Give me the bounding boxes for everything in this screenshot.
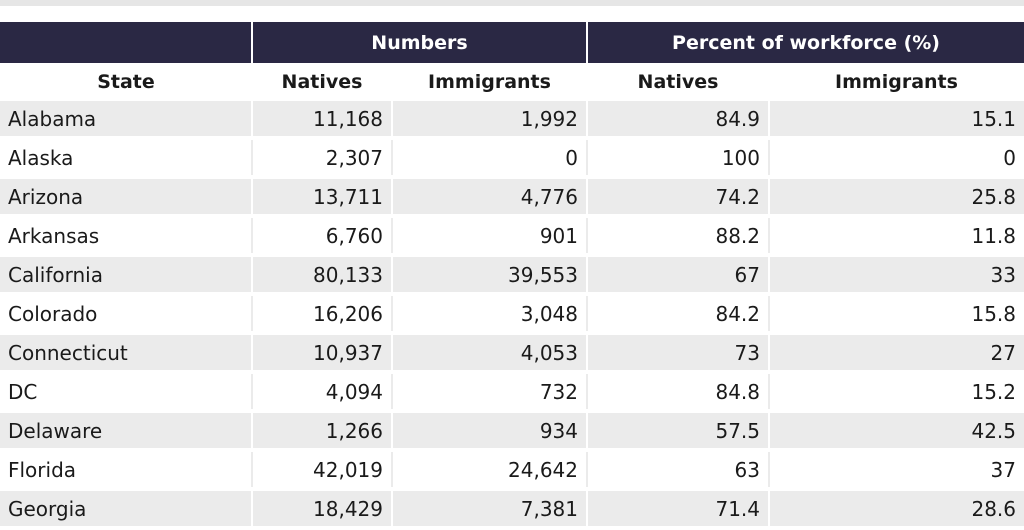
- state-cell: Colorado: [0, 294, 252, 335]
- state-cell: Georgia: [0, 489, 252, 530]
- state-cell: Alaska: [0, 138, 252, 179]
- group-header-empty: [0, 22, 252, 63]
- immigrants-percent-cell: 25.8: [768, 177, 1024, 218]
- table-row: Arkansas 6,760 901 88.2 11.8: [0, 216, 1024, 257]
- immigrants-percent-cell: 15.2: [768, 372, 1024, 413]
- table-row: Alabama 11,168 1,992 84.9 15.1: [0, 101, 1024, 140]
- column-header-row: State Natives Immigrants Natives Immigra…: [0, 63, 1024, 101]
- natives-number-cell: 80,133: [251, 255, 392, 296]
- immigrants-percent-cell: 33: [768, 255, 1024, 296]
- immigrants-number-cell: 24,642: [391, 450, 587, 491]
- column-header-immigrants-percent: Immigrants: [769, 63, 1024, 101]
- immigrants-number-cell: 1,992: [391, 101, 587, 140]
- natives-number-cell: 6,760: [251, 216, 392, 257]
- natives-number-cell: 18,429: [251, 489, 392, 530]
- table-row: Connecticut 10,937 4,053 73 27: [0, 333, 1024, 374]
- group-header-percent: Percent of workforce (%): [586, 22, 1024, 63]
- immigrants-number-cell: 732: [391, 372, 587, 413]
- table-row: Arizona 13,711 4,776 74.2 25.8: [0, 177, 1024, 218]
- immigrants-percent-cell: 15.8: [768, 294, 1024, 335]
- table-row: Georgia 18,429 7,381 71.4 28.6: [0, 489, 1024, 530]
- immigrants-percent-cell: 11.8: [768, 216, 1024, 257]
- table-body: Alabama 11,168 1,992 84.9 15.1 Alaska 2,307 0 10…: [0, 101, 1024, 530]
- immigrants-number-cell: 0: [391, 138, 587, 179]
- immigrants-percent-cell: 0: [768, 138, 1024, 179]
- natives-percent-cell: 57.5: [586, 411, 769, 452]
- natives-number-cell: 1,266: [251, 411, 392, 452]
- natives-number-cell: 11,168: [251, 101, 392, 140]
- natives-number-cell: 16,206: [251, 294, 392, 335]
- column-header-natives-percent: Natives: [587, 63, 769, 101]
- natives-percent-cell: 84.2: [586, 294, 769, 335]
- natives-percent-cell: 67: [586, 255, 769, 296]
- group-header-row: Numbers Percent of workforce (%): [0, 22, 1024, 63]
- natives-percent-cell: 74.2: [586, 177, 769, 218]
- state-cell: Alabama: [0, 101, 252, 140]
- natives-percent-cell: 88.2: [586, 216, 769, 257]
- immigrants-number-cell: 4,053: [391, 333, 587, 374]
- natives-number-cell: 4,094: [251, 372, 392, 413]
- group-header-numbers: Numbers: [251, 22, 587, 63]
- state-cell: Arkansas: [0, 216, 252, 257]
- state-cell: DC: [0, 372, 252, 413]
- immigrants-percent-cell: 28.6: [768, 489, 1024, 530]
- state-cell: California: [0, 255, 252, 296]
- state-cell: Delaware: [0, 411, 252, 452]
- immigrants-number-cell: 901: [391, 216, 587, 257]
- immigrants-percent-cell: 37: [768, 450, 1024, 491]
- immigrants-percent-cell: 15.1: [768, 101, 1024, 140]
- immigrants-percent-cell: 42.5: [768, 411, 1024, 452]
- state-cell: Florida: [0, 450, 252, 491]
- immigrants-number-cell: 4,776: [391, 177, 587, 218]
- table-row: Delaware 1,266 934 57.5 42.5: [0, 411, 1024, 452]
- natives-percent-cell: 63: [586, 450, 769, 491]
- workforce-table: Numbers Percent of workforce (%) State N…: [0, 22, 1024, 530]
- column-header-natives-number: Natives: [252, 63, 392, 101]
- natives-number-cell: 42,019: [251, 450, 392, 491]
- natives-number-cell: 2,307: [251, 138, 392, 179]
- immigrants-number-cell: 3,048: [391, 294, 587, 335]
- state-cell: Connecticut: [0, 333, 252, 374]
- natives-percent-cell: 84.8: [586, 372, 769, 413]
- natives-percent-cell: 100: [586, 138, 769, 179]
- state-cell: Arizona: [0, 177, 252, 218]
- natives-percent-cell: 73: [586, 333, 769, 374]
- immigrants-number-cell: 934: [391, 411, 587, 452]
- immigrants-number-cell: 39,553: [391, 255, 587, 296]
- natives-number-cell: 10,937: [251, 333, 392, 374]
- table-row: Florida 42,019 24,642 63 37: [0, 450, 1024, 491]
- top-band: [0, 0, 1024, 6]
- immigrants-percent-cell: 27: [768, 333, 1024, 374]
- natives-number-cell: 13,711: [251, 177, 392, 218]
- immigrants-number-cell: 7,381: [391, 489, 587, 530]
- column-header-immigrants-number: Immigrants: [392, 63, 587, 101]
- natives-percent-cell: 84.9: [586, 101, 769, 140]
- natives-percent-cell: 71.4: [586, 489, 769, 530]
- table-row: Colorado 16,206 3,048 84.2 15.8: [0, 294, 1024, 335]
- column-header-state: State: [0, 63, 252, 101]
- table-row: Alaska 2,307 0 100 0: [0, 138, 1024, 179]
- table-row: California 80,133 39,553 67 33: [0, 255, 1024, 296]
- table-row: DC 4,094 732 84.8 15.2: [0, 372, 1024, 413]
